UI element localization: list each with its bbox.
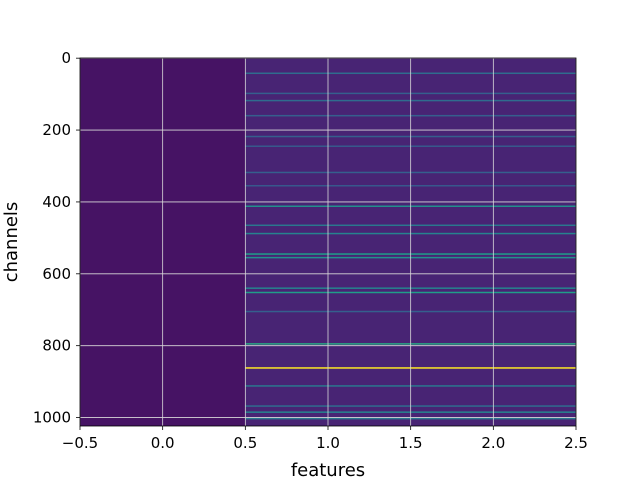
y-tick-label: 1000 xyxy=(33,409,71,427)
x-tick-label: 2.5 xyxy=(564,434,588,452)
y-tick-label: 0 xyxy=(61,49,71,67)
x-axis: −0.5 0.0 0.5 1.0 1.5 2.0 2.5 xyxy=(62,426,588,452)
y-axis-label: channels xyxy=(1,202,22,283)
y-tick-label: 600 xyxy=(42,265,71,283)
plot-area xyxy=(80,58,576,426)
x-tick-label: 1.5 xyxy=(399,434,423,452)
y-tick-label: 200 xyxy=(42,121,71,139)
y-tick-label: 400 xyxy=(42,193,71,211)
y-tick-label: 800 xyxy=(42,337,71,355)
x-axis-label: features xyxy=(291,460,365,480)
x-tick-label: 1.0 xyxy=(316,434,340,452)
x-tick-label: 0.5 xyxy=(233,434,257,452)
y-axis: 0 200 400 600 800 1000 xyxy=(33,49,80,427)
x-tick-label: 2.0 xyxy=(481,434,505,452)
x-tick-label: 0.0 xyxy=(151,434,175,452)
x-tick-label: −0.5 xyxy=(62,434,98,452)
